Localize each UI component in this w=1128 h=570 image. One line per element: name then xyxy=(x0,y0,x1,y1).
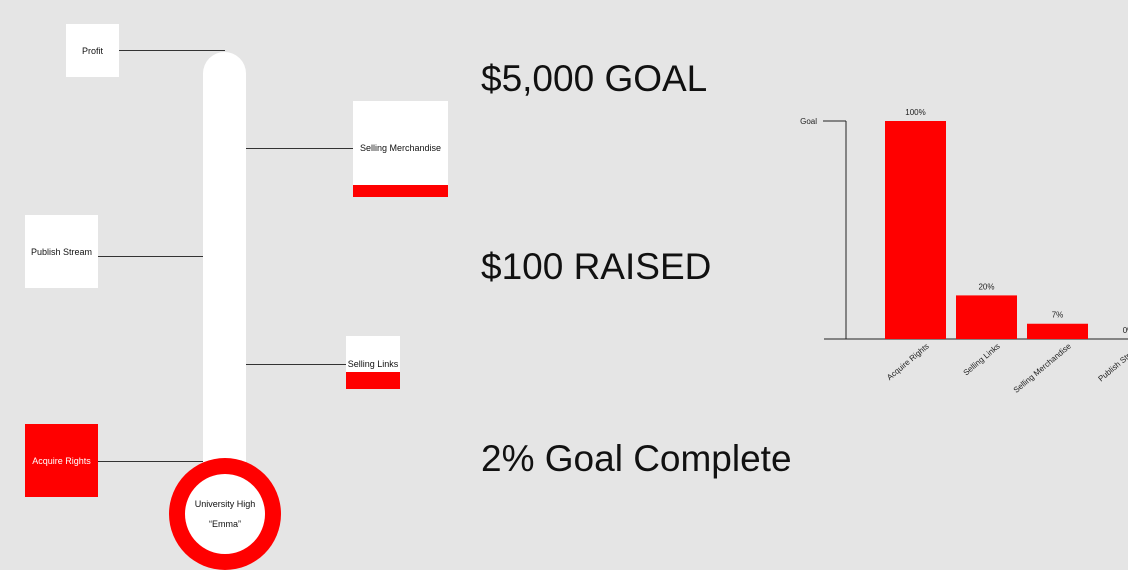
connector-acquire-rights xyxy=(98,461,203,462)
progress-fill-selling-links xyxy=(346,372,400,389)
tick-label-acquire-rights: Acquire Rights xyxy=(885,342,931,382)
raised-amount: $100 RAISED xyxy=(481,246,711,288)
goal-amount: $5,000 GOAL xyxy=(481,58,707,100)
milestone-selling-merchandise-label: Selling Merchandise xyxy=(360,143,441,153)
connector-publish-stream xyxy=(98,256,203,257)
milestone-selling-merchandise: Selling Merchandise xyxy=(353,101,448,197)
milestone-profit-label: Profit xyxy=(82,46,103,56)
tick-label-selling-merchandise: Selling Merchandise xyxy=(1012,341,1073,395)
connector-profit xyxy=(119,50,225,51)
bulb-label-line2: “Emma” xyxy=(209,514,241,534)
goal-label: Goal xyxy=(800,117,817,126)
milestone-publish-stream: Publish Stream xyxy=(25,215,98,288)
thermometer-tube xyxy=(203,52,246,464)
progress-bar-chart: Goal 100% Acquire Rights 20% Selling Links 7%… xyxy=(760,95,1128,425)
data-label-acquire-rights: 100% xyxy=(905,108,925,117)
milestone-selling-links-label: Selling Links xyxy=(348,359,399,369)
bar-selling-merchandise xyxy=(1027,324,1088,339)
connector-selling-merchandise xyxy=(246,148,353,149)
milestone-acquire-rights: Acquire Rights xyxy=(25,424,98,497)
milestone-publish-stream-label: Publish Stream xyxy=(31,247,92,257)
goal-complete: 2% Goal Complete xyxy=(481,438,792,480)
bulb-label: University High “Emma” xyxy=(185,474,265,554)
bar-selling-links xyxy=(956,295,1017,339)
bulb-label-line1: University High xyxy=(195,494,256,514)
tick-label-selling-links: Selling Links xyxy=(962,342,1002,378)
connector-selling-links xyxy=(246,364,346,365)
milestone-profit: Profit xyxy=(66,24,119,77)
progress-fill-selling-merchandise xyxy=(353,185,448,197)
tick-label-publish-stream: Publish Stream xyxy=(1096,341,1128,383)
bar-acquire-rights xyxy=(885,121,946,339)
milestone-acquire-rights-label: Acquire Rights xyxy=(32,456,91,466)
data-label-selling-merchandise: 7% xyxy=(1052,311,1064,320)
data-label-publish-stream: 0% xyxy=(1123,326,1128,335)
data-label-selling-links: 20% xyxy=(978,282,994,291)
